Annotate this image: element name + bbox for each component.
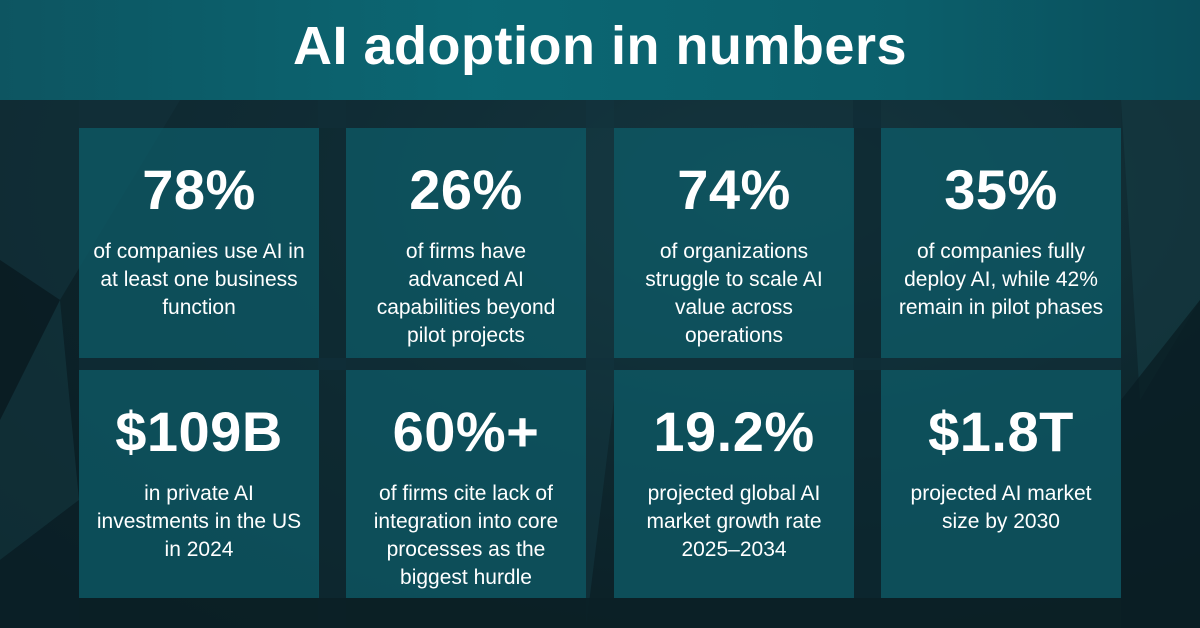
stat-card: 35% of companies fully deploy AI, while …	[881, 128, 1121, 358]
stat-description: of firms have advanced AI capabilities b…	[376, 240, 556, 347]
stat-description: of companies fully deploy AI, while 42% …	[898, 240, 1104, 319]
stat-description: of organizations struggle to scale AI va…	[645, 240, 823, 347]
stat-card: $109B in private AI investments in the U…	[79, 370, 319, 598]
stat-card: 60%+ of firms cite lack of integration i…	[346, 370, 586, 598]
stat-description: projected global AI market growth rate 2…	[646, 482, 822, 561]
stat-card: $1.8T projected AI market size by 2030	[881, 370, 1121, 598]
stat-value: $109B	[115, 400, 283, 463]
stat-description: in private AI investments in the US in 2…	[96, 482, 302, 561]
stat-card: 26% of firms have advanced AI capabiliti…	[346, 128, 586, 358]
stat-description: of companies use AI in at least one busi…	[93, 240, 305, 319]
stat-value: 26%	[409, 158, 523, 221]
stat-description: of firms cite lack of integration into c…	[373, 482, 559, 589]
stat-card: 78% of companies use AI in at least one …	[79, 128, 319, 358]
stat-description: projected AI market size by 2030	[910, 482, 1092, 533]
page-title: AI adoption in numbers	[293, 16, 907, 76]
stat-value: 78%	[142, 158, 256, 221]
stat-value: 35%	[944, 158, 1058, 221]
header-banner: AI adoption in numbers	[0, 0, 1200, 100]
stat-value: 60%+	[392, 400, 540, 463]
stat-value: 19.2%	[653, 400, 815, 463]
stat-card: 19.2% projected global AI market growth …	[614, 370, 854, 598]
stat-value: 74%	[677, 158, 791, 221]
stat-card: 74% of organizations struggle to scale A…	[614, 128, 854, 358]
stat-value: $1.8T	[928, 400, 1074, 463]
